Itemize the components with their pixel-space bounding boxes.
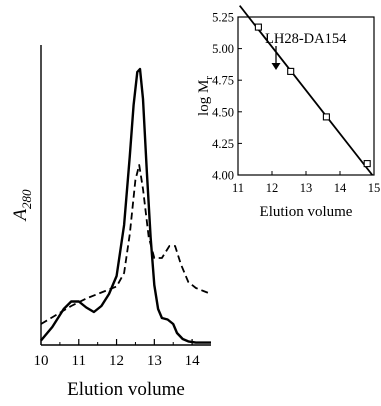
inset-x-axis-label: Elution volume xyxy=(260,204,353,220)
main-x-ticks: 10 11 12 13 14 xyxy=(34,339,201,369)
inset-y-axis-label-main: log M xyxy=(196,80,212,116)
inset-y-tick-label: 4.75 xyxy=(212,74,234,88)
main-x-tick-label: 12 xyxy=(109,353,124,369)
inset-y-tick-label: 5.25 xyxy=(212,11,234,25)
main-x-axis-label: Elution volume xyxy=(67,379,185,400)
inset-y-tick-label: 4.00 xyxy=(212,169,234,183)
main-y-axis-label-main: A xyxy=(10,209,31,223)
main-x-tick-label: 10 xyxy=(34,353,49,369)
inset-x-tick-label: 15 xyxy=(368,181,381,195)
inset-y-tick-label: 5.00 xyxy=(212,42,234,56)
inset-annotation-arrow-head xyxy=(271,63,281,70)
inset-x-tick-label: 13 xyxy=(300,181,313,195)
inset-y-axis-label: log Mr xyxy=(196,76,215,116)
inset-y-axis-label-sub: r xyxy=(203,76,215,80)
inset-y-tick-label: 4.50 xyxy=(212,105,234,119)
main-x-tick-label: 14 xyxy=(185,353,201,369)
inset-x-tick-label: 14 xyxy=(334,181,347,195)
inset-x-tick-label: 11 xyxy=(232,181,244,195)
inset-data-point xyxy=(363,160,371,168)
inset-chart: 11 12 13 14 15 4.00 4.25 4.50 4.75 5.00 5.25 log M… xyxy=(196,5,380,220)
main-y-axis-label: A280 xyxy=(10,189,34,223)
inset-fit-line xyxy=(238,5,374,176)
main-chart: 10 11 12 13 14 A280 Elution volume xyxy=(10,45,212,400)
inset-data-point xyxy=(322,113,330,121)
main-y-axis-label-sub: 280 xyxy=(19,189,34,209)
inset-data-point xyxy=(254,23,262,31)
main-x-tick-label: 13 xyxy=(147,353,162,369)
main-x-tick-label: 11 xyxy=(72,353,86,369)
inset-annotation-label: LH28-DA154 xyxy=(265,31,347,47)
inset-data-point xyxy=(287,67,295,75)
inset-series-group xyxy=(238,5,374,176)
inset-y-tick-label: 4.25 xyxy=(212,137,234,151)
inset-x-tick-label: 12 xyxy=(266,181,279,195)
solid-series-line xyxy=(40,67,211,344)
dashed-series-line xyxy=(40,164,212,325)
main-series-group xyxy=(40,67,212,344)
inset-ticks: 11 12 13 14 15 4.00 4.25 4.50 4.75 5.00 5.25 xyxy=(212,11,380,196)
